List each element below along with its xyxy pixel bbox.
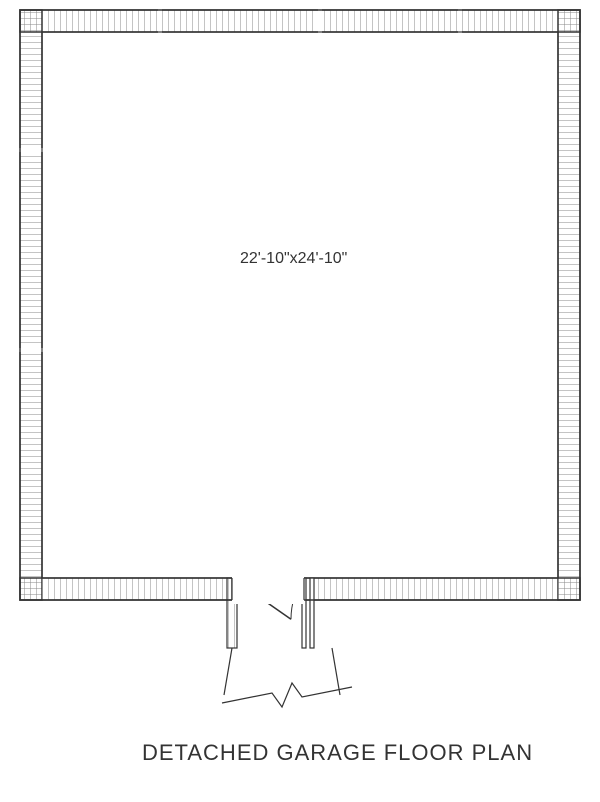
floor-plan-canvas <box>0 0 600 802</box>
room-dimensions: 22'-10"x24'-10" <box>240 250 347 268</box>
plan-title: DETACHED GARAGE FLOOR PLAN <box>142 740 533 766</box>
garage-plan <box>18 8 580 707</box>
